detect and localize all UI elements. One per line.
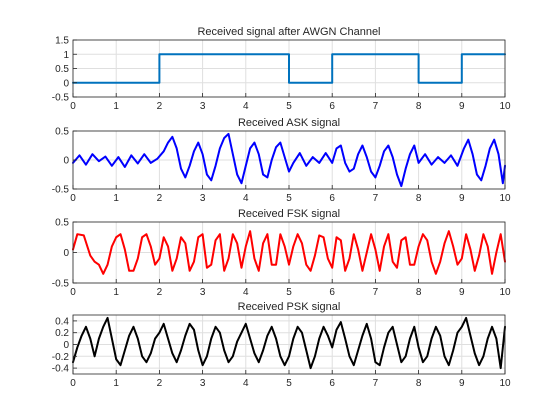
x-tick-label: 1 [113,287,119,298]
y-tick-label: 0 [63,340,69,351]
x-tick-label: 5 [286,101,292,112]
x-tick-label: 8 [416,101,422,112]
subplot-title: Received FSK signal [238,208,340,220]
x-tick-label: 9 [459,193,465,204]
x-tick-label: 2 [157,378,163,389]
y-tick-label: -0.2 [52,352,70,363]
y-tick-label: 0 [63,156,69,167]
y-tick-label: 0 [63,78,69,89]
x-tick-label: 1 [113,193,119,204]
series-line-3-1 [72,230,506,275]
x-tick-label: 3 [200,193,206,204]
y-tick-label: 0 [63,248,69,259]
x-tick-label: 10 [499,193,511,204]
subplot-title: Received signal after AWGN Channel [197,26,380,38]
x-tick-label: 1 [113,378,119,389]
x-tick-label: 7 [373,193,379,204]
y-tick-label: 0.5 [55,218,69,229]
x-tick-label: 6 [329,193,335,204]
subplot-title: Received ASK signal [238,117,340,129]
x-tick-label: 3 [200,378,206,389]
x-tick-label: 10 [499,378,511,389]
subplot-title: Received PSK signal [238,301,341,313]
x-tick-label: 4 [243,101,249,112]
series-line-2-1 [72,132,506,188]
y-tick-label: 0.2 [55,328,69,339]
x-tick-label: 2 [157,101,163,112]
x-tick-label: 7 [373,378,379,389]
y-tick-label: 1 [63,50,69,61]
series-line-4-1 [72,316,506,370]
series-line-1-1 [72,53,506,84]
x-tick-label: 6 [329,101,335,112]
x-tick-label: 4 [243,378,249,389]
x-tick-label: 0 [70,378,76,389]
x-tick-label: 0 [70,193,76,204]
x-tick-label: 6 [329,378,335,389]
x-tick-label: 5 [286,378,292,389]
x-tick-label: 10 [499,287,511,298]
x-tick-label: 3 [200,287,206,298]
x-tick-label: 8 [416,378,422,389]
x-tick-label: 9 [459,378,465,389]
x-tick-label: 10 [499,101,511,112]
y-tick-label: 0.5 [55,127,69,138]
x-tick-label: 2 [157,287,163,298]
x-tick-label: 8 [416,193,422,204]
x-tick-label: 9 [459,287,465,298]
x-tick-label: 7 [373,287,379,298]
x-tick-label: 5 [286,193,292,204]
y-tick-label: -0.5 [52,185,70,196]
y-tick-label: -0.4 [52,364,70,375]
x-tick-label: 0 [70,287,76,298]
x-tick-label: 7 [373,101,379,112]
x-tick-label: 1 [113,101,119,112]
x-tick-label: 4 [243,193,249,204]
x-tick-label: 4 [243,287,249,298]
x-tick-label: 9 [459,101,465,112]
x-tick-label: 6 [329,287,335,298]
y-tick-label: -0.5 [52,93,70,104]
x-tick-label: 8 [416,287,422,298]
x-tick-label: 3 [200,101,206,112]
x-tick-label: 2 [157,193,163,204]
x-tick-label: 5 [286,287,292,298]
y-tick-label: 0.5 [55,64,69,75]
y-tick-label: 0.4 [55,316,69,327]
y-tick-label: -0.5 [52,279,70,290]
y-tick-label: 1.5 [55,36,69,47]
x-tick-label: 0 [70,101,76,112]
